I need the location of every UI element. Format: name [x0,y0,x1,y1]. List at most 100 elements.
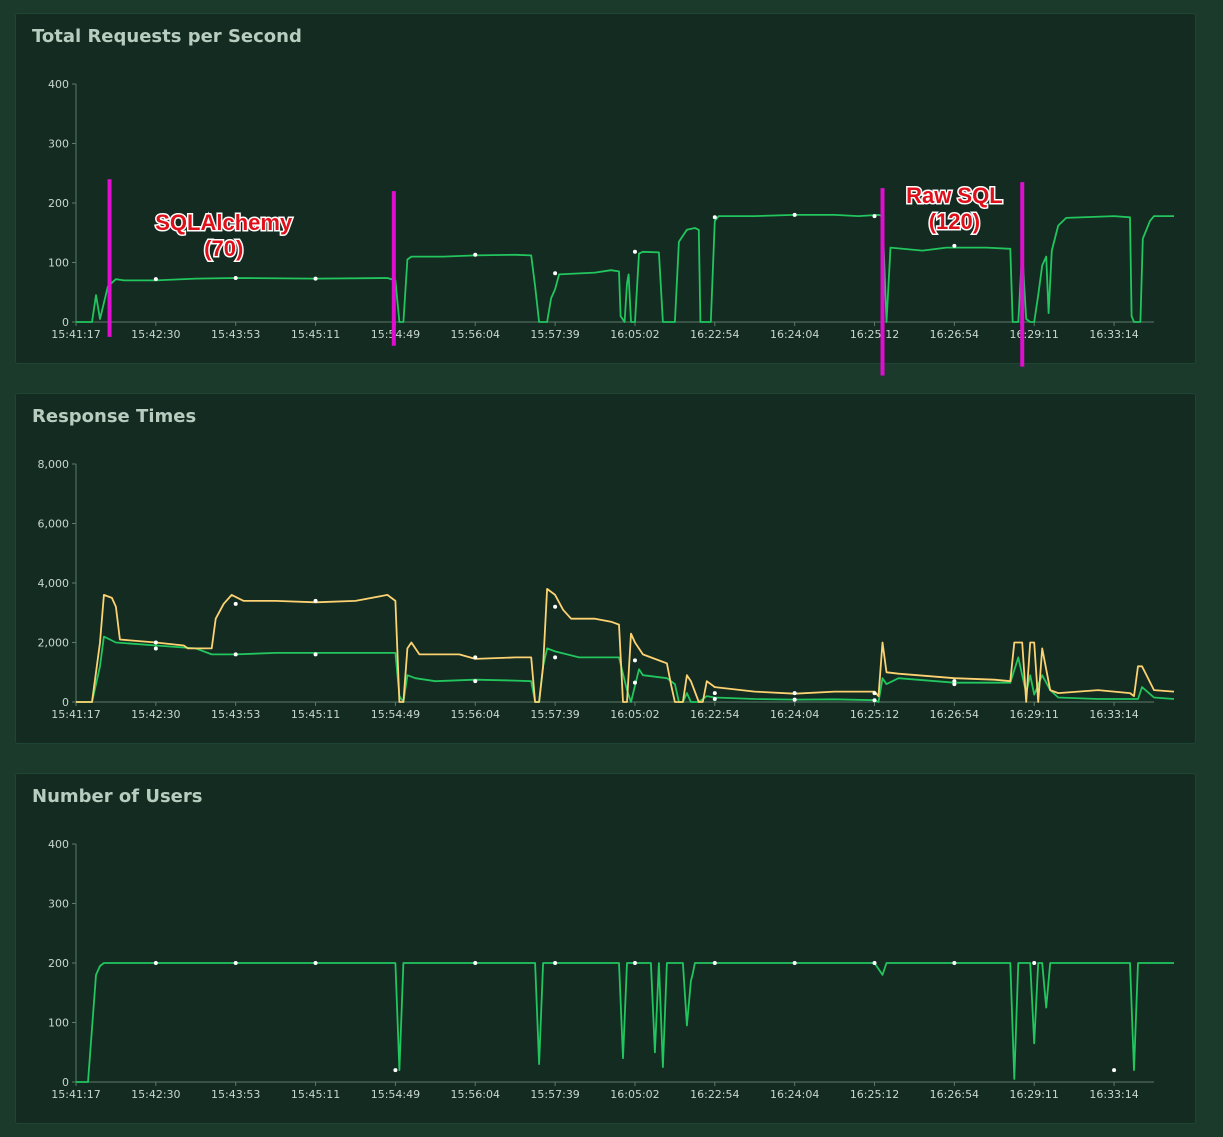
data-point [712,215,717,220]
annotation-label: (70) [204,236,243,261]
data-point [872,698,877,703]
data-point [792,212,797,217]
data-point [632,680,637,685]
x-tick: 15:42:30 [131,322,181,341]
x-tick: 16:22:54 [690,702,740,721]
data-point [553,961,558,965]
x-tick-label: 16:24:04 [770,708,819,721]
x-tick-label: 16:25:12 [850,708,899,721]
x-tick-label: 16:05:02 [610,1088,659,1101]
annotation-label: SQLAlchemy [155,210,293,235]
x-tick-label: 15:56:04 [451,1088,500,1101]
x-tick-label: 16:05:02 [610,328,659,341]
y-tick: 4,000 [38,577,76,590]
x-tick: 15:45:11 [291,1082,340,1101]
data-point [473,961,478,965]
data-point [233,652,238,657]
x-tick-label: 16:25:12 [850,328,899,341]
x-tick-label: 16:24:04 [770,328,819,341]
x-tick: 15:54:49 [371,702,420,721]
x-tick-label: 15:45:11 [291,328,340,341]
x-tick-label: 15:54:49 [371,1088,420,1101]
y-tick-label: 4,000 [38,577,70,590]
y-tick-label: 400 [48,838,69,851]
chart-response-times: 0 2,000 4,000 6,000 8,000 15:41:17 15:42:30 15:… [38,458,1175,721]
y-tick-label: 100 [48,1017,69,1030]
panel-title: Number of Users [32,786,203,807]
x-tick: 16:05:02 [610,702,660,721]
x-tick-label: 16:25:12 [850,1088,899,1101]
chart-users: 0 100 200 300 400 15:41:17 15:42:30 15:43:53 15:… [48,838,1174,1101]
data-point [473,655,478,660]
y-tick: 0 [62,316,76,329]
data-point [632,249,637,254]
x-tick: 16:29:11 [1010,702,1059,721]
x-tick: 15:42:30 [131,702,181,721]
x-tick: 15:57:39 [530,702,580,721]
x-tick-label: 16:22:54 [690,708,739,721]
series-line [76,588,1175,703]
panel-title: Total Requests per Second [32,26,302,47]
x-tick-label: 15:45:11 [291,708,340,721]
x-tick: 16:05:02 [610,322,660,341]
x-tick: 16:33:14 [1089,1082,1139,1101]
x-tick-label: 16:22:54 [690,328,739,341]
y-tick-label: 400 [48,78,69,91]
x-tick: 16:25:12 [850,702,899,721]
data-point [553,655,558,660]
x-tick: 16:29:11 [1010,322,1059,341]
x-tick-label: 15:42:30 [131,708,180,721]
y-tick-label: 0 [62,316,69,329]
y-tick-label: 0 [62,696,69,709]
x-tick-label: 16:29:11 [1010,1088,1059,1101]
x-tick-label: 15:43:53 [211,328,260,341]
x-tick-label: 15:56:04 [451,328,500,341]
x-tick-label: 15:41:17 [51,708,100,721]
data-point [233,275,238,280]
x-tick: 15:57:39 [530,1082,580,1101]
y-tick-label: 6,000 [38,518,70,531]
x-tick: 16:25:12 [850,1082,899,1101]
series-line [76,962,1174,1083]
data-point [952,682,957,687]
annotation-label: Raw SQL [906,183,1003,208]
data-point [553,604,558,609]
x-tick-label: 16:05:02 [610,708,659,721]
data-point [952,961,957,965]
y-tick: 100 [48,1017,76,1030]
x-tick: 16:26:54 [930,1082,979,1101]
data-point [872,691,877,696]
x-tick: 16:33:14 [1089,702,1139,721]
x-tick: 15:56:04 [451,1082,500,1101]
y-tick: 300 [48,898,76,911]
x-tick: 16:22:54 [690,322,740,341]
x-tick: 16:26:54 [930,702,979,721]
data-point [473,679,478,684]
data-point [952,243,957,248]
x-tick-label: 16:26:54 [930,1088,979,1101]
data-point [632,961,637,965]
data-point [473,252,478,257]
panel-response-times: Response Times 0 2,000 4,000 6,000 8,000 15:4… [15,393,1196,744]
x-tick: 15:45:11 [291,322,340,341]
x-tick: 15:41:17 [51,702,101,721]
x-tick-label: 16:29:11 [1010,708,1059,721]
x-tick-label: 15:57:39 [530,708,579,721]
y-tick-label: 300 [48,138,69,151]
data-point [712,961,717,965]
x-tick: 15:41:17 [51,1082,101,1101]
x-tick-label: 16:29:11 [1010,328,1059,341]
x-tick-label: 15:43:53 [211,1088,260,1101]
data-point [153,961,158,965]
data-point [153,640,158,645]
data-point [313,652,318,657]
x-tick-label: 15:56:04 [451,708,500,721]
data-point [792,961,797,965]
y-tick: 200 [48,957,76,970]
x-tick-label: 15:41:17 [51,328,100,341]
x-tick: 16:33:14 [1089,322,1139,341]
y-tick-label: 0 [62,1076,69,1089]
data-point [313,598,318,603]
panel-requests: Total Requests per Second 0 100 200 300 400 1… [15,13,1196,376]
x-tick: 15:56:04 [451,322,500,341]
